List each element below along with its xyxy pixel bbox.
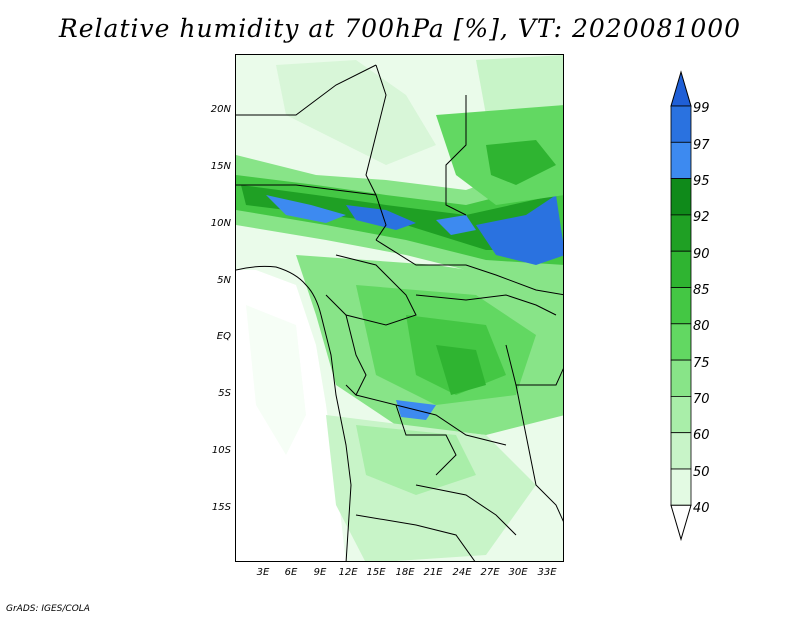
- colorbar-segment: [670, 359, 692, 397]
- colorbar-segment: [670, 323, 692, 361]
- colorbar: [670, 70, 692, 542]
- lon-label-9e: 9E: [313, 567, 327, 578]
- colorbar-label-90: 90: [693, 247, 710, 262]
- lat-label-10s: 10S: [211, 445, 231, 456]
- colorbar-label-40: 40: [693, 501, 710, 516]
- chart-title: Relative humidity at 700hPa [%], VT: 202…: [58, 14, 742, 43]
- colorbar-segment: [670, 105, 692, 143]
- grads-credit: GrADS: IGES/COLA: [6, 604, 90, 614]
- lon-label-12e: 12E: [338, 567, 358, 578]
- lon-label-6e: 6E: [284, 567, 298, 578]
- colorbar-label-99: 99: [693, 101, 710, 116]
- colorbar-segment: [670, 287, 692, 325]
- lon-label-33e: 33E: [537, 567, 557, 578]
- colorbar-label-75: 75: [693, 356, 710, 371]
- colorbar-label-95: 95: [693, 174, 710, 189]
- colorbar-top-arrow: [670, 70, 692, 107]
- colorbar-segment: [670, 250, 692, 288]
- lon-label-27e: 27E: [480, 567, 500, 578]
- colorbar-segment: [670, 178, 692, 216]
- lon-label-18e: 18E: [395, 567, 415, 578]
- lat-label-20n: 20N: [210, 104, 231, 115]
- lon-label-3e: 3E: [256, 567, 270, 578]
- colorbar-label-97: 97: [693, 138, 710, 153]
- map-plot-area: [235, 54, 564, 562]
- colorbar-label-92: 92: [693, 210, 710, 225]
- colorbar-bottom-arrow: [670, 504, 692, 542]
- lat-label-5n: 5N: [217, 275, 231, 286]
- colorbar-segment: [670, 432, 692, 470]
- colorbar-segment: [670, 141, 692, 180]
- humidity-field: [236, 55, 563, 561]
- lat-label-10n: 10N: [210, 218, 231, 229]
- colorbar-label-80: 80: [693, 319, 710, 334]
- colorbar-label-60: 60: [693, 428, 710, 443]
- colorbar-label-70: 70: [693, 392, 710, 407]
- lat-label-eq: EQ: [216, 331, 231, 342]
- colorbar-segment: [670, 468, 692, 506]
- colorbar-segment: [670, 214, 692, 252]
- lon-label-21e: 21E: [423, 567, 443, 578]
- lon-label-30e: 30E: [508, 567, 528, 578]
- lat-label-15s: 15S: [211, 502, 231, 513]
- lon-label-24e: 24E: [452, 567, 472, 578]
- lat-label-15n: 15N: [210, 161, 231, 172]
- lon-label-15e: 15E: [366, 567, 386, 578]
- colorbar-label-85: 85: [693, 283, 710, 298]
- lat-label-5s: 5S: [218, 388, 231, 399]
- colorbar-segment: [670, 395, 692, 434]
- colorbar-label-50: 50: [693, 465, 710, 480]
